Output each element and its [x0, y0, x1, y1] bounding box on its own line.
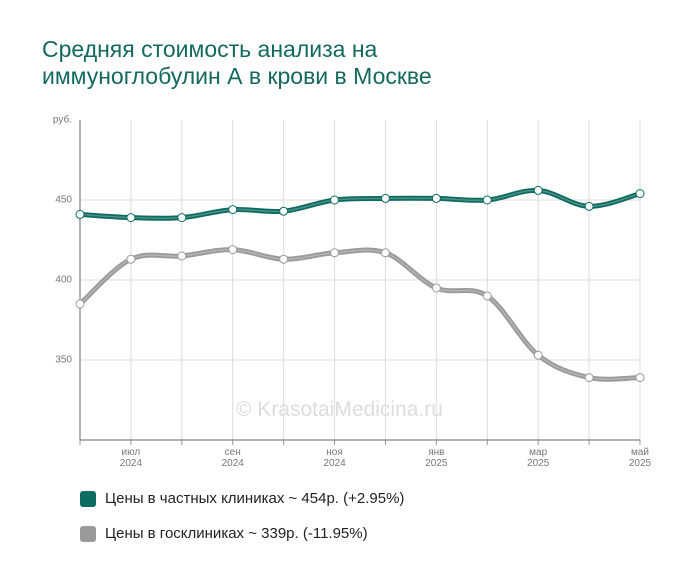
point	[584, 201, 594, 211]
legend-item: Цены в госклиниках ~ 339р. (-11.95%)	[80, 525, 368, 542]
point	[75, 209, 85, 219]
legend-swatch	[80, 525, 96, 542]
x-tick-label: янв 2025	[425, 447, 448, 469]
point	[380, 248, 390, 258]
y-tick-label: 450	[55, 195, 72, 206]
point	[431, 193, 441, 203]
legend-item: Цены в частных клиниках ~ 454р. (+2.95%)	[80, 490, 404, 507]
x-tick-label: май 2025	[628, 447, 652, 469]
x-tick-label: мар 2025	[527, 447, 550, 469]
point	[482, 291, 492, 301]
point	[228, 205, 238, 215]
point	[635, 189, 645, 199]
x-tick-label: ноя 2024	[323, 447, 346, 469]
point	[279, 206, 289, 216]
point	[380, 193, 390, 203]
point	[75, 299, 85, 309]
x-tick-label: сен 2024	[221, 447, 244, 469]
point	[330, 195, 340, 205]
legend-label: Цены в частных клиниках ~ 454р. (+2.95%)	[105, 490, 405, 507]
legend-label: Цены в госклиниках ~ 339р. (-11.95%)	[105, 525, 368, 542]
point	[279, 254, 289, 264]
watermark: © KrasotaiMedicina.ru	[236, 398, 443, 421]
point	[635, 373, 645, 383]
point	[126, 213, 136, 223]
point	[177, 251, 187, 261]
point	[177, 213, 187, 223]
point	[533, 185, 543, 195]
point	[533, 350, 543, 360]
point	[482, 195, 492, 205]
line	[79, 187, 641, 221]
legend-swatch	[80, 490, 96, 507]
point	[228, 245, 238, 255]
point	[431, 283, 441, 293]
y-tick-label: 400	[55, 275, 72, 286]
point	[330, 248, 340, 258]
point	[126, 254, 136, 264]
y-axis-label: руб.	[53, 114, 72, 126]
x-tick-label: июл 2024	[119, 447, 143, 469]
y-tick-label: 350	[55, 355, 72, 366]
chart-title: Средняя стоимость анализа на иммуноглобу…	[42, 36, 432, 89]
point	[584, 373, 594, 383]
